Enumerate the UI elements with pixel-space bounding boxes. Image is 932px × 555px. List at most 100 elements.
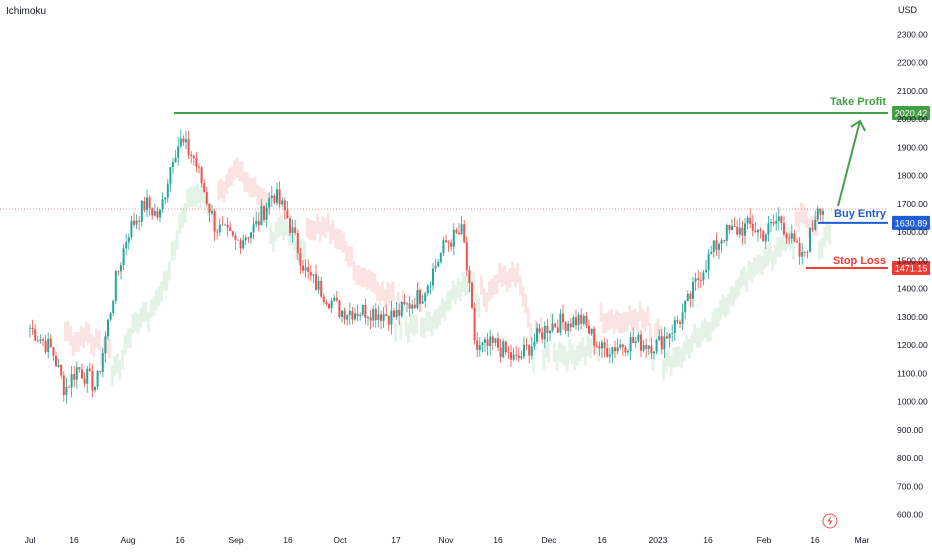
candle-body: [502, 341, 505, 358]
cloud-segment: [147, 311, 150, 332]
candle-body: [764, 234, 767, 242]
y-tick-label: 1400.00: [897, 284, 928, 294]
candle-body: [39, 339, 42, 341]
y-tick-label: 1500.00: [897, 255, 928, 265]
candle-body: [55, 355, 57, 367]
indicator-label[interactable]: Ichimoku: [6, 6, 47, 17]
cloud-segment: [357, 265, 361, 286]
candle-body: [468, 269, 471, 283]
cloud-segment: [69, 326, 72, 347]
candle-body: [471, 282, 473, 308]
cloud-segment: [334, 228, 338, 249]
candle-body: [559, 313, 562, 333]
candle-body: [172, 162, 174, 168]
cloud-segment: [641, 308, 644, 329]
cloud-segment: [812, 215, 816, 236]
candle-body: [328, 304, 330, 309]
cloud-segment: [469, 271, 473, 292]
candle-body: [130, 220, 133, 238]
candle-body: [325, 302, 328, 305]
cloud-segment: [547, 343, 551, 363]
candle-body: [96, 371, 99, 387]
x-axis: Jul 16 Aug 16 Sep 16 Oct 17 Nov 16 Dec 16 2023 16 Feb 1…: [25, 535, 870, 545]
cloud-segment: [404, 316, 408, 336]
cloud-segment: [157, 286, 161, 307]
candle-body: [637, 334, 640, 342]
candle-body: [798, 242, 801, 257]
candle-body: [291, 227, 294, 233]
candle-body: [153, 210, 156, 216]
cloud-segment: [467, 275, 470, 295]
cloud-segment: [615, 309, 618, 330]
cloud-segment: [545, 338, 548, 358]
candle-body: [647, 345, 650, 349]
candle-body: [489, 336, 492, 347]
candle-body: [278, 189, 281, 205]
candle-body: [775, 220, 778, 224]
currency-label: USD: [898, 5, 918, 15]
candle-body: [78, 367, 81, 370]
candle-body: [588, 325, 590, 334]
cloud-segment: [701, 320, 704, 341]
cloud-segment: [300, 238, 304, 258]
candle-body: [426, 285, 429, 294]
cloud-segment: [316, 213, 319, 234]
candle-body: [406, 303, 408, 305]
x-tick-label: Aug: [120, 535, 135, 545]
candle-body: [143, 200, 146, 211]
cloud-segment: [516, 262, 520, 283]
candle-body: [382, 314, 385, 321]
candle-body: [361, 304, 364, 315]
cloud-segment: [363, 267, 366, 288]
candle-body: [109, 312, 112, 320]
cloud-segment: [662, 359, 665, 380]
cloud-segment: [792, 239, 795, 260]
y-tick-label: 1800.00: [897, 171, 928, 181]
cloud-segment: [407, 323, 410, 343]
cloud-segment: [823, 227, 826, 247]
cloud-segment: [698, 327, 702, 348]
candle-body: [476, 340, 479, 350]
cloud-segment: [617, 312, 621, 333]
candle-body: [302, 265, 304, 271]
cloud-segment: [714, 308, 717, 329]
lightning-icon[interactable]: [822, 513, 838, 529]
cloud-segment: [399, 320, 403, 341]
candle-body: [655, 339, 658, 352]
candle-body: [523, 344, 525, 357]
candle-body: [525, 344, 528, 346]
cloud-segment: [428, 311, 431, 332]
candle-body: [642, 345, 645, 351]
cloud-segment: [178, 213, 182, 234]
cloud-segment: [737, 276, 741, 297]
candle-body: [231, 231, 234, 236]
cloud-segment: [802, 204, 806, 224]
candle-body: [29, 327, 31, 329]
candle-body: [346, 315, 349, 320]
cloud-segment: [64, 321, 67, 342]
cloud-segment: [433, 309, 436, 330]
candle-body: [250, 232, 252, 239]
cloud-segment: [636, 312, 639, 332]
candle-body: [91, 370, 94, 391]
cloud-segment: [181, 207, 184, 228]
cloud-segment: [188, 187, 192, 208]
cloud-segment: [586, 336, 590, 357]
candle-body: [242, 240, 245, 249]
cloud-segment: [342, 232, 345, 253]
candle-body: [211, 211, 213, 213]
cloud-segment: [487, 281, 491, 302]
cloud-segment: [240, 161, 244, 182]
candle-body: [486, 339, 489, 347]
cloud-segment: [630, 310, 634, 331]
x-tick-label: Nov: [438, 535, 454, 545]
cloud-segment: [503, 265, 507, 285]
cloud-segment: [373, 273, 377, 294]
candle-body: [666, 336, 668, 339]
candle-body: [234, 235, 237, 240]
candle-body: [551, 323, 554, 331]
candle-body: [725, 224, 728, 241]
candle-body: [49, 338, 52, 348]
